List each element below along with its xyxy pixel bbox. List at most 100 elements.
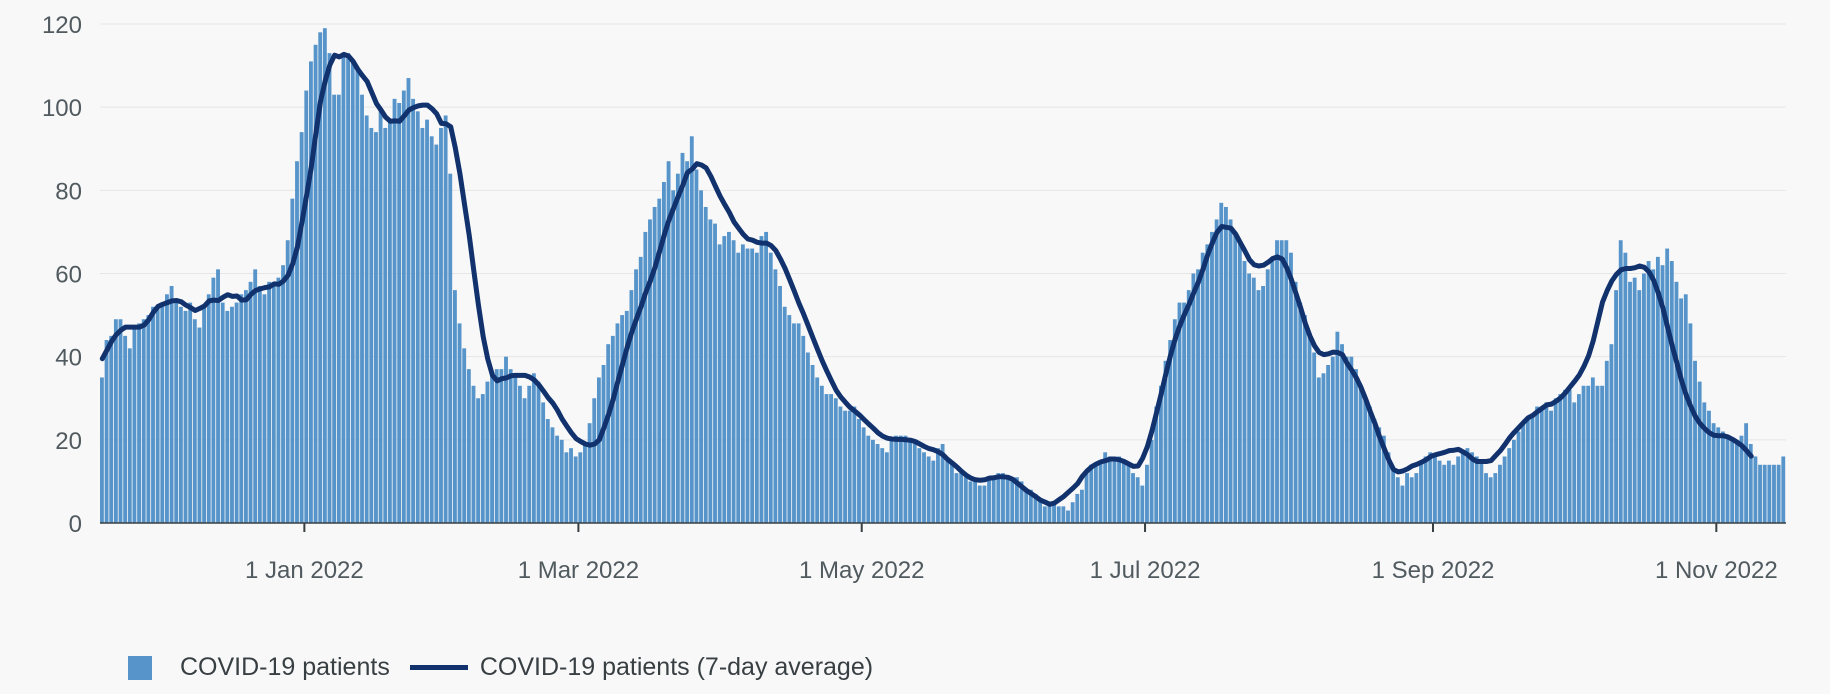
bar xyxy=(652,206,657,523)
bar xyxy=(536,381,541,523)
bar xyxy=(805,352,810,523)
bar xyxy=(1753,456,1758,523)
bar xyxy=(1349,356,1354,523)
bar xyxy=(1734,443,1739,523)
bar xyxy=(1642,273,1646,523)
bar xyxy=(476,398,481,523)
bar xyxy=(843,410,847,523)
bar xyxy=(898,435,903,523)
bar xyxy=(963,477,968,523)
bar xyxy=(703,206,708,523)
bar xyxy=(1070,502,1075,523)
bar xyxy=(1781,456,1786,523)
bar xyxy=(1679,298,1684,523)
y-tick-label: 100 xyxy=(42,95,82,122)
bar xyxy=(1237,244,1242,523)
x-tick-label: 1 Jan 2022 xyxy=(245,557,364,584)
bar xyxy=(1228,219,1233,524)
bar xyxy=(1093,464,1098,523)
bar xyxy=(954,473,959,523)
bar xyxy=(875,443,880,523)
bar xyxy=(815,377,820,523)
bar xyxy=(731,240,736,523)
bar xyxy=(1530,414,1535,523)
bar xyxy=(1149,439,1154,523)
bar xyxy=(1010,477,1015,523)
bar xyxy=(281,265,285,523)
bar xyxy=(1730,439,1735,523)
bar xyxy=(318,32,323,524)
bar xyxy=(346,53,351,523)
bar xyxy=(1498,464,1502,523)
bar xyxy=(1233,231,1238,523)
bar xyxy=(936,448,940,523)
bar xyxy=(1112,460,1117,523)
bar xyxy=(1618,240,1623,523)
bar xyxy=(1507,448,1512,523)
bar xyxy=(1414,473,1419,523)
bar xyxy=(1014,477,1019,523)
bar xyxy=(248,281,253,523)
bar xyxy=(216,269,220,523)
bar xyxy=(987,477,991,523)
bar xyxy=(573,456,578,523)
bar xyxy=(1084,473,1089,523)
bar xyxy=(1354,369,1358,523)
bar xyxy=(1121,460,1126,523)
bar xyxy=(833,398,838,523)
bar xyxy=(1572,402,1577,523)
bar xyxy=(527,385,532,523)
bar xyxy=(1660,265,1665,523)
bar xyxy=(471,385,476,523)
bar xyxy=(183,310,188,523)
bar xyxy=(336,94,341,524)
bar xyxy=(443,115,448,523)
bar xyxy=(1428,452,1433,523)
bar xyxy=(968,481,973,523)
bar xyxy=(1576,394,1581,523)
bar xyxy=(429,136,434,523)
bar xyxy=(508,369,513,523)
bar xyxy=(271,285,276,523)
bar xyxy=(257,285,262,523)
bar xyxy=(1061,506,1066,523)
bar xyxy=(234,302,239,523)
bar xyxy=(1372,419,1377,523)
bar xyxy=(1340,344,1344,523)
bar xyxy=(1381,435,1386,523)
bar xyxy=(1261,285,1266,523)
bar xyxy=(727,231,731,523)
bar xyxy=(364,115,369,523)
bar xyxy=(1284,240,1289,523)
bar xyxy=(578,452,583,523)
bar xyxy=(1214,219,1219,524)
bar xyxy=(819,385,824,523)
bar xyxy=(1470,452,1475,523)
bar xyxy=(1200,252,1205,524)
bar xyxy=(1683,294,1688,523)
bar xyxy=(299,132,304,523)
bar xyxy=(861,427,866,523)
bar xyxy=(1168,340,1173,523)
bar xyxy=(884,452,889,523)
bar xyxy=(485,381,490,523)
bar xyxy=(1702,402,1707,523)
bar xyxy=(513,373,518,523)
bar xyxy=(1479,460,1484,523)
bar xyxy=(857,419,861,523)
bar xyxy=(1655,256,1660,523)
bar xyxy=(1493,473,1498,523)
bar xyxy=(545,419,550,523)
bar xyxy=(587,423,592,523)
bar xyxy=(499,369,504,523)
bar xyxy=(1516,431,1521,523)
bar xyxy=(290,198,295,523)
bar xyxy=(1089,464,1094,523)
bar xyxy=(1693,360,1697,523)
bar xyxy=(1711,423,1716,523)
bar xyxy=(634,269,638,523)
bar xyxy=(434,144,439,523)
bar xyxy=(1033,493,1038,523)
bar xyxy=(1674,281,1679,523)
bar xyxy=(564,452,569,523)
